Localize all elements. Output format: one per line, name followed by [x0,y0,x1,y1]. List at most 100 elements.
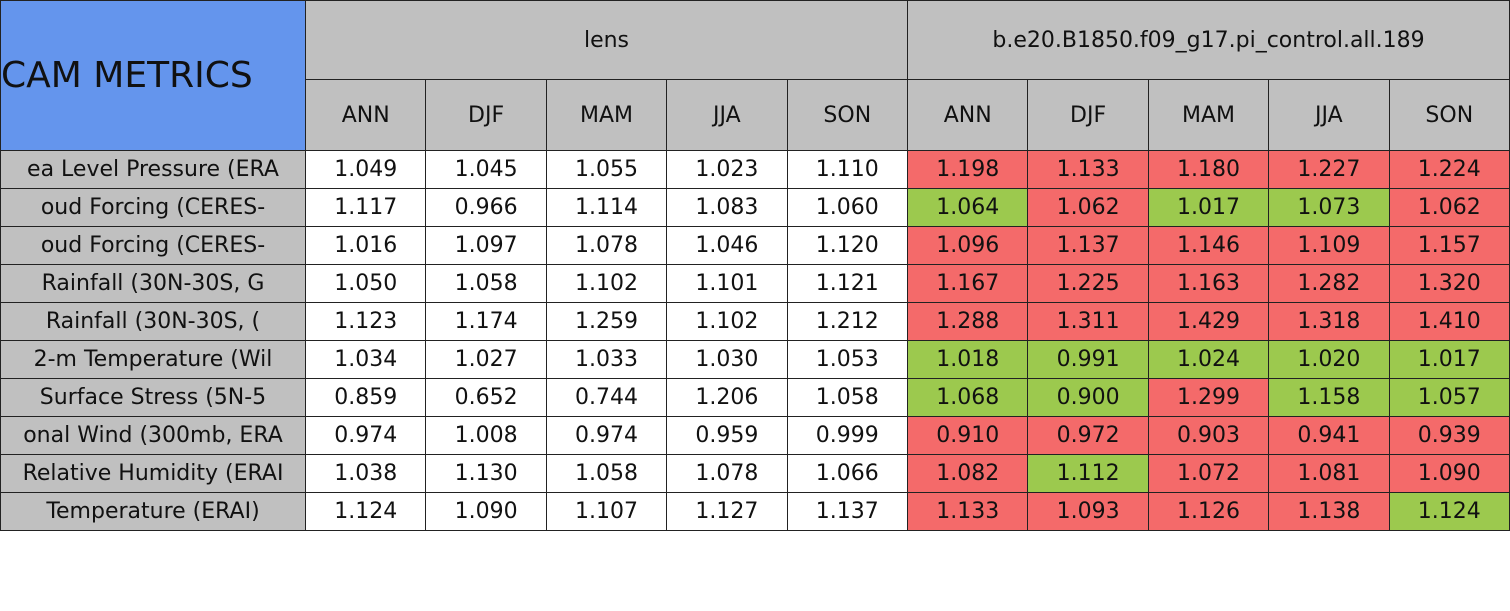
season-header: ANN [304,79,427,151]
value-cell: 1.117 [304,188,427,227]
value-cell: 0.966 [425,188,547,227]
value-cell: 1.137 [786,492,909,531]
value-cell: 1.212 [786,302,909,341]
value-cell: 1.018 [906,340,1029,379]
value-cell: 1.090 [1388,454,1510,493]
value-cell: 0.910 [906,416,1029,455]
value-cell: 1.174 [425,302,547,341]
season-row: ANN DJF MAM JJA SON ANN DJF MAM JJA SON [1,79,1510,151]
value-cell: 1.046 [666,226,788,265]
value-cell: 1.227 [1268,150,1390,189]
season-header: MAM [545,79,668,151]
data-row: Surface Stress (5N-5 0.859 0.652 0.744 1.206… [0,378,1510,417]
value-cell: 1.225 [1027,264,1149,303]
value-cell: 1.058 [786,378,909,417]
value-cell: 1.027 [425,340,547,379]
data-row: Temperature (ERAI) 1.124 1.090 1.107 1.127 1.… [0,492,1510,531]
row-label: Surface Stress (5N-5 [39,385,267,410]
value-cell: 1.023 [666,150,788,189]
value-cell: 1.206 [666,378,788,417]
row-label: oud Forcing (CERES- [40,195,266,220]
row-label-cell: Rainfall (30N-30S, G [0,264,306,303]
data-row: Rainfall (30N-30S, ( 1.123 1.174 1.259 1.102… [0,302,1510,341]
value-cell: 0.991 [1027,340,1149,379]
value-cell: 1.008 [425,416,547,455]
value-cell: 1.060 [786,188,909,227]
value-cell: 1.053 [786,340,909,379]
value-cell: 1.093 [1027,492,1149,531]
value-cell: 1.114 [545,188,668,227]
value-cell: 1.073 [1268,188,1390,227]
value-cell: 1.016 [304,226,427,265]
row-label-cell: Surface Stress (5N-5 [0,378,306,417]
data-row: 2-m Temperature (Wil 1.034 1.027 1.033 1.030… [0,340,1510,379]
season-header: MAM [1147,79,1270,151]
value-cell: 1.078 [666,454,788,493]
value-cell: 1.033 [545,340,668,379]
value-cell: 1.138 [1268,492,1390,531]
value-cell: 1.158 [1268,378,1390,417]
season-header: ANN [906,79,1029,151]
value-cell: 1.146 [1147,226,1270,265]
row-label: Rainfall (30N-30S, G [41,271,265,296]
row-label-cell: ea Level Pressure (ERA [0,150,306,189]
value-cell: 1.107 [545,492,668,531]
value-cell: 1.224 [1388,150,1510,189]
value-cell: 1.057 [1388,378,1510,417]
row-label-cell: 2-m Temperature (Wil [0,340,306,379]
value-cell: 1.299 [1147,378,1270,417]
value-cell: 1.081 [1268,454,1390,493]
value-cell: 0.652 [425,378,547,417]
value-cell: 1.049 [304,150,427,189]
value-cell: 1.068 [906,378,1029,417]
value-cell: 1.110 [786,150,909,189]
row-label: Rainfall (30N-30S, ( [45,309,261,334]
data-row: ea Level Pressure (ERA 1.049 1.045 1.055 1.0… [0,150,1510,189]
value-cell: 1.133 [1027,150,1149,189]
value-cell: 0.903 [1147,416,1270,455]
value-cell: 1.045 [425,150,547,189]
season-header: SON [1388,79,1510,151]
season-header: SON [786,79,909,151]
value-cell: 0.974 [304,416,427,455]
row-label-cell: oud Forcing (CERES- [0,188,306,227]
value-cell: 0.859 [304,378,427,417]
value-cell: 1.050 [304,264,427,303]
value-cell: 1.017 [1147,188,1270,227]
value-cell: 1.058 [545,454,668,493]
value-cell: 1.112 [1027,454,1149,493]
value-cell: 0.974 [545,416,668,455]
season-header: DJF [425,79,547,151]
value-cell: 1.180 [1147,150,1270,189]
value-cell: 1.055 [545,150,668,189]
value-cell: 0.972 [1027,416,1149,455]
value-cell: 1.121 [786,264,909,303]
row-label: Temperature (ERAI) [46,499,260,524]
value-cell: 1.090 [425,492,547,531]
value-cell: 1.066 [786,454,909,493]
value-cell: 1.072 [1147,454,1270,493]
value-cell: 1.102 [666,302,788,341]
value-cell: 1.101 [666,264,788,303]
data-row: onal Wind (300mb, ERA 0.974 1.008 0.974 0.95… [0,416,1510,455]
value-cell: 1.429 [1147,302,1270,341]
row-label: 2-m Temperature (Wil [33,347,273,372]
season-header: JJA [1268,79,1390,151]
row-label-cell: Rainfall (30N-30S, ( [0,302,306,341]
value-cell: 0.744 [545,378,668,417]
value-cell: 1.259 [545,302,668,341]
row-label-cell: oud Forcing (CERES- [0,226,306,265]
value-cell: 1.109 [1268,226,1390,265]
value-cell: 1.123 [304,302,427,341]
value-cell: 1.096 [906,226,1029,265]
value-cell: 1.062 [1388,188,1510,227]
value-cell: 1.024 [1147,340,1270,379]
value-cell: 1.198 [906,150,1029,189]
value-cell: 1.124 [1388,492,1510,531]
metrics-table: CAM METRICS lens b.e20.B1850.f09_g17.pi_co… [0,0,1510,531]
value-cell: 0.939 [1388,416,1510,455]
value-cell: 1.083 [666,188,788,227]
value-cell: 0.900 [1027,378,1149,417]
data-row: Rainfall (30N-30S, G 1.050 1.058 1.102 1.101… [0,264,1510,303]
